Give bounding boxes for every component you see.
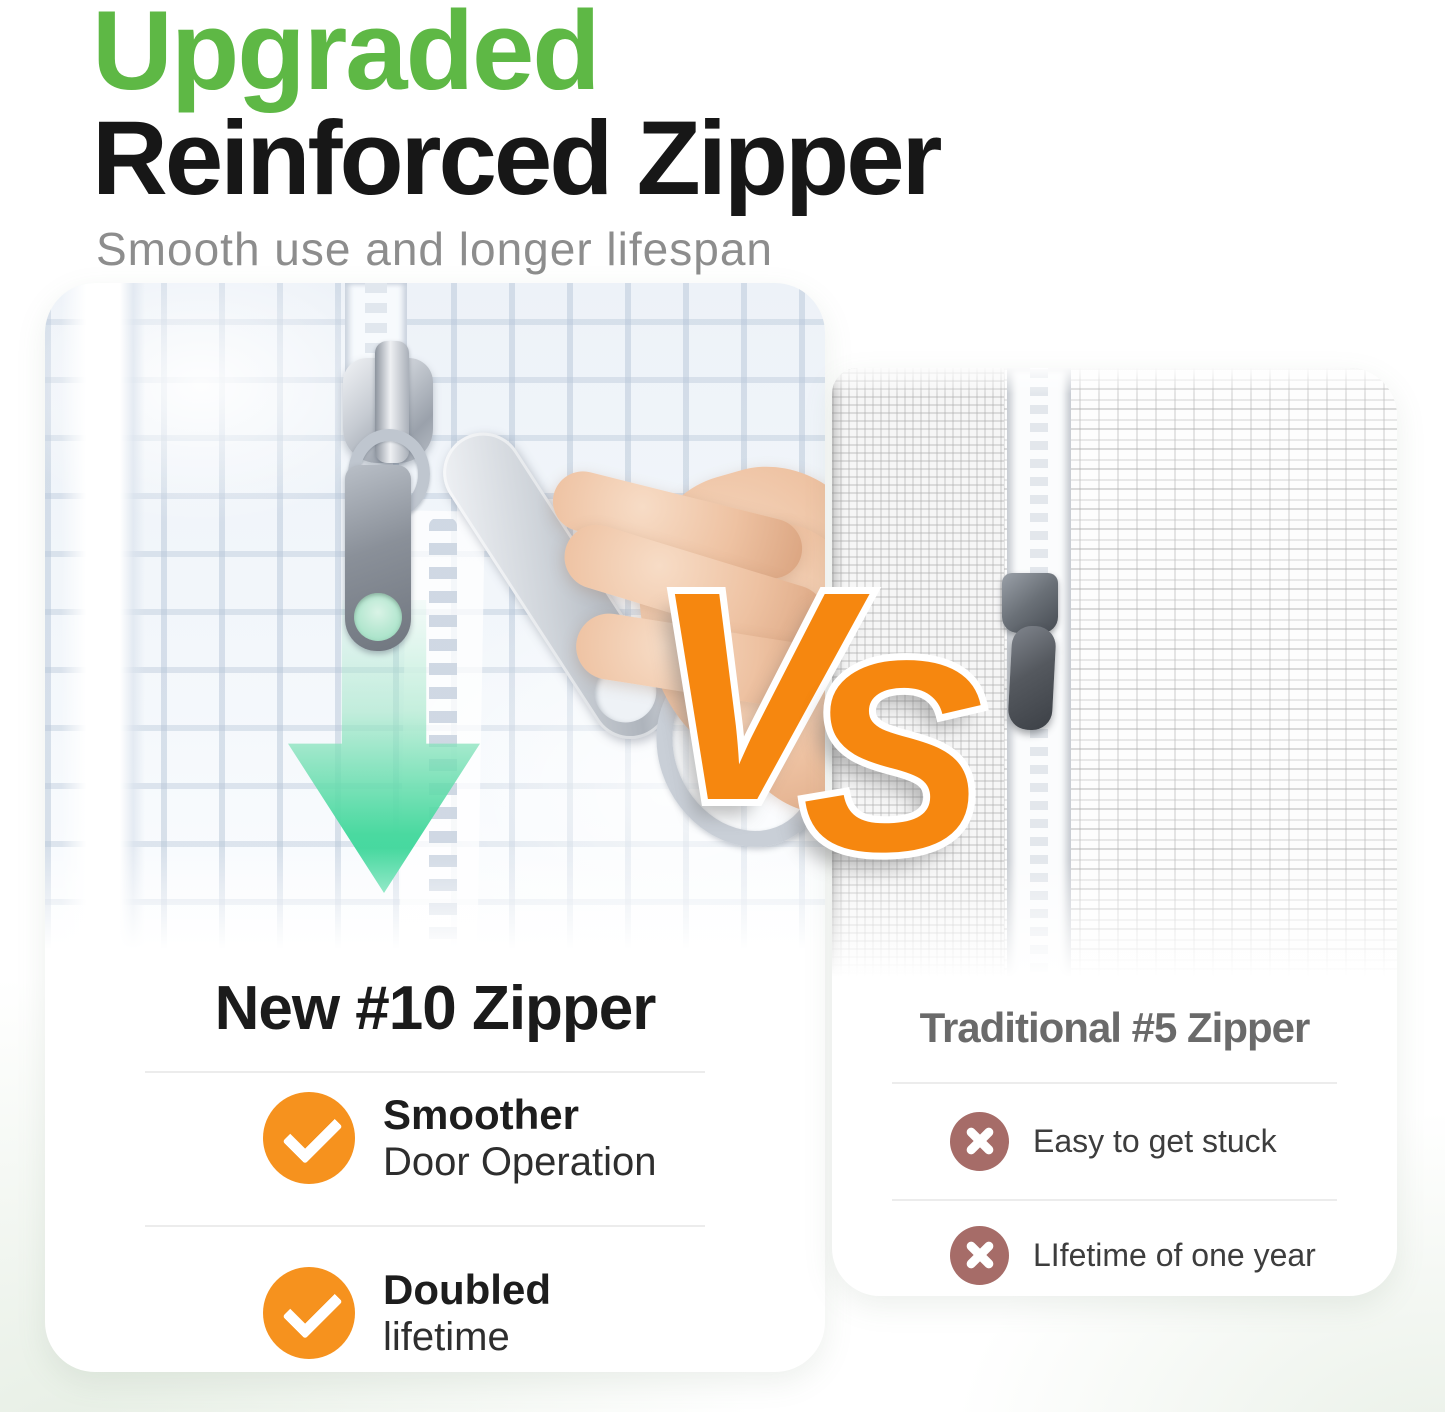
cross-icon <box>950 1225 1009 1285</box>
feature-text: Smoother Door Operation <box>383 1091 656 1185</box>
traditional-zipper-card: Traditional #5 Zipper Easy to get stuck … <box>832 368 1397 1296</box>
feature-item-smoother: Smoother Door Operation <box>263 1083 656 1193</box>
vs-letter-fill: V <box>650 530 849 863</box>
feature-title: Doubled <box>383 1265 551 1313</box>
feature-subtitle: Door Operation <box>383 1140 657 1185</box>
zipper-slider-small <box>1002 573 1058 633</box>
drawback-label: Easy to get stuck <box>1033 1122 1277 1159</box>
feature-title: Smoother <box>383 1090 580 1138</box>
new-zipper-card: New #10 Zipper Smoother Door Operation D… <box>45 283 825 1372</box>
traditional-zipper-heading: Traditional #5 Zipper <box>919 1004 1311 1051</box>
check-icon <box>263 1267 355 1359</box>
vs-letter-outline: S <box>795 604 990 908</box>
new-zipper-photo <box>45 283 825 963</box>
feature-item-doubled: Doubled lifetime <box>263 1258 551 1368</box>
zipper-pull-tab <box>1007 624 1057 732</box>
drawback-item-lifetime: LIfetime of one year <box>950 1224 1316 1286</box>
cross-icon <box>950 1111 1009 1171</box>
divider <box>892 1082 1337 1084</box>
divider <box>145 1225 705 1227</box>
drawback-item-stuck: Easy to get stuck <box>950 1110 1277 1172</box>
check-icon <box>263 1092 355 1184</box>
photo-top-fade <box>832 368 1397 394</box>
vs-letter-v: V V <box>643 530 856 863</box>
traditional-zipper-photo <box>832 368 1397 990</box>
photo-bottom-fade <box>832 860 1397 990</box>
vs-letter-outline: V <box>643 530 856 863</box>
divider <box>145 1071 705 1073</box>
new-zipper-heading: New #10 Zipper <box>214 974 657 1043</box>
feature-subtitle: lifetime <box>383 1315 510 1360</box>
vs-letter-fill: S <box>802 604 984 908</box>
drawback-label: LIfetime of one year <box>1033 1236 1316 1273</box>
page-title-upgraded: Upgraded <box>92 0 601 113</box>
vs-letter-s: S S <box>795 604 990 908</box>
photo-bottom-fade <box>45 848 825 963</box>
zipper-pull-back <box>345 465 411 651</box>
page-subtitle: Smooth use and longer lifespan <box>96 223 773 275</box>
divider <box>892 1199 1337 1201</box>
page-title-reinforced-zipper: Reinforced Zipper <box>92 100 942 217</box>
feature-text: Doubled lifetime <box>383 1266 551 1360</box>
